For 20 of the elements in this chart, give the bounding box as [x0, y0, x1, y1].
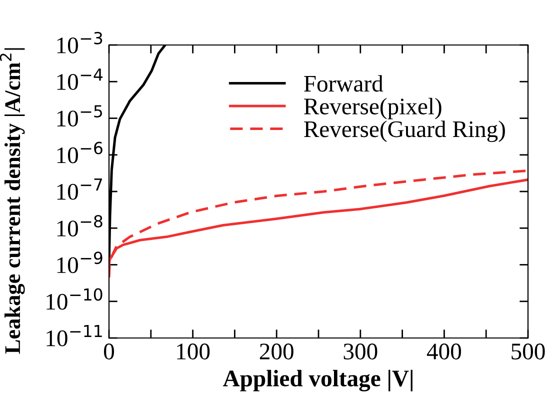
x-tick-label: 0 — [104, 344, 114, 360]
legend-label: Forward — [304, 75, 384, 92]
legend-label: Reverse(Guard Ring) — [304, 120, 505, 142]
y-tick-label: 10$^{−10}$ — [46, 288, 102, 310]
y-tick-label: 10$^{−4}$ — [57, 68, 103, 90]
y-tick-label: 10$^{−11}$ — [46, 324, 102, 346]
x-tick-label: 200 — [260, 344, 294, 360]
y-axis-title: Leakage current density |A/cm$^{2}$| — [0, 48, 25, 354]
y-tick-label: 10$^{−9}$ — [57, 252, 102, 274]
x-tick-label: 500 — [512, 344, 545, 360]
y-tick-label: 10$^{−3}$ — [57, 32, 102, 54]
legend-label: Reverse(pixel) — [304, 98, 442, 120]
y-tick-label: 10$^{−5}$ — [57, 105, 102, 127]
y-tick-label: 10$^{−8}$ — [57, 214, 102, 237]
x-tick-label: 100 — [177, 344, 210, 360]
x-tick-label: 400 — [426, 344, 462, 360]
y-tick-label: 10$^{−7}$ — [57, 178, 102, 200]
x-axis-title: Applied voltage |V| — [223, 370, 412, 392]
x-tick-label: 300 — [344, 344, 378, 360]
y-tick-label: 10$^{−6}$ — [57, 142, 102, 164]
